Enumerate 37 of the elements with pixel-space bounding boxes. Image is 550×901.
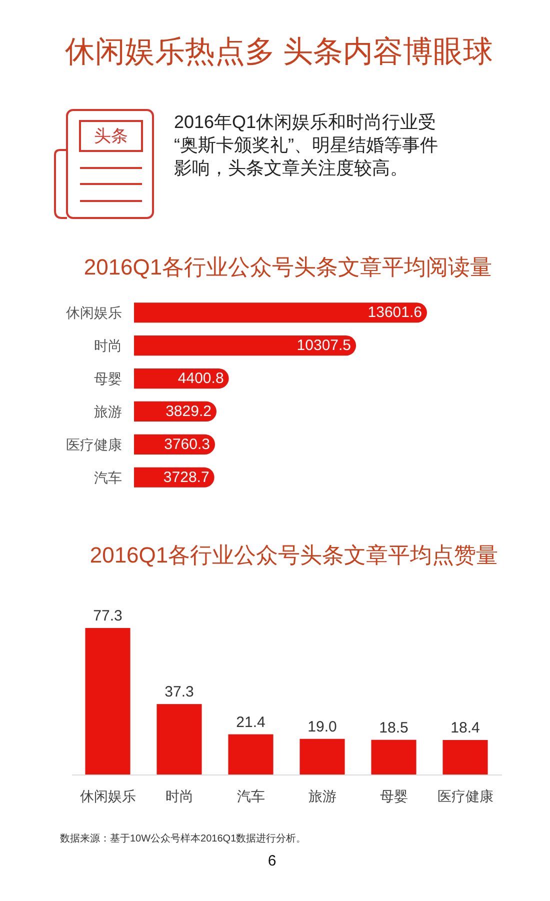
y-tick-label: 母婴 xyxy=(94,370,122,387)
y-tick-label: 汽车 xyxy=(94,469,122,486)
bar xyxy=(85,628,130,775)
bar xyxy=(371,740,416,775)
y-tick-label: 旅游 xyxy=(94,403,122,420)
x-tick-label: 时尚 xyxy=(165,788,194,804)
bar xyxy=(228,734,274,775)
x-tick-label: 汽车 xyxy=(236,788,265,804)
y-tick-label: 时尚 xyxy=(94,338,122,354)
data-label: 10307.5 xyxy=(296,337,352,354)
bar xyxy=(134,336,356,356)
y-tick-label: 休闲娱乐 xyxy=(66,304,122,321)
data-label: 37.3 xyxy=(164,684,194,701)
data-label: 19.0 xyxy=(308,718,337,736)
bar xyxy=(442,740,488,775)
data-label: 3829.2 xyxy=(166,402,212,420)
chart-title: 2016Q1各行业公众号头条文章平均点赞量 xyxy=(90,542,498,568)
data-label: 21.4 xyxy=(236,714,266,731)
data-label: 18.5 xyxy=(379,719,408,736)
text: 6 xyxy=(268,852,276,870)
y-tick-label: 医疗健康 xyxy=(66,436,122,452)
data-label: 13601.6 xyxy=(368,304,422,322)
data-label: 3760.3 xyxy=(164,436,210,453)
data-label: 3728.7 xyxy=(163,468,210,486)
bar xyxy=(134,302,427,323)
bar xyxy=(300,738,345,775)
x-tick-label: 母婴 xyxy=(380,788,408,804)
data-label: 77.3 xyxy=(93,608,122,624)
x-tick-label: 医疗健康 xyxy=(437,788,494,804)
chart-title: 2016Q1各行业公众号头条文章平均阅读量 xyxy=(84,254,492,280)
source-note: 数据来源：基于10W公众号样本2016Q1数据进行分析。 xyxy=(60,832,306,844)
x-tick-label: 旅游 xyxy=(308,788,336,804)
text: 2016年Q1休闲娱乐和时尚行业受“奥斯卡颁奖礼”、明星结婚等事件影响，头条文章关注度较高。 xyxy=(174,112,438,178)
text: 休闲娱乐热点多 头条内容博眼球 xyxy=(64,36,494,68)
bar xyxy=(156,704,202,775)
data-label: 18.4 xyxy=(450,720,480,737)
data-label: 4400.8 xyxy=(178,370,224,388)
